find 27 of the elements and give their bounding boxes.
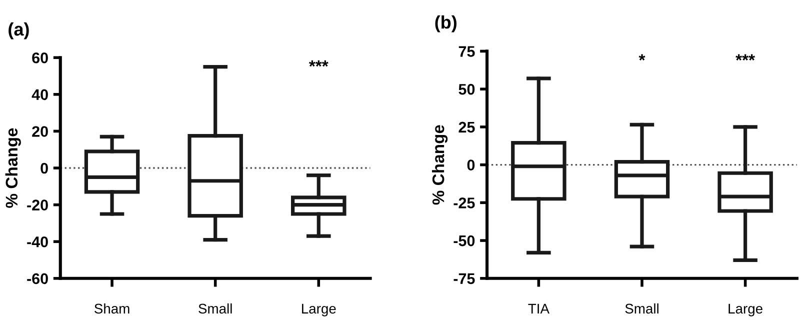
y-tick-label: 60 (32, 52, 48, 64)
y-tick-label: -20 (27, 200, 48, 210)
annotation: *** (308, 60, 328, 67)
chart-title: (a) (8, 22, 29, 40)
x-tick-label: TIA (528, 304, 550, 314)
y-tick-label: -75 (454, 273, 475, 284)
y-tick-label: -40 (27, 236, 48, 248)
y-tick-label: -60 (27, 273, 48, 284)
x-tick-label: Small (198, 303, 232, 314)
annotation: *** (736, 54, 756, 60)
y-tick-label: 20 (32, 126, 48, 137)
y-axis-title: % Change (5, 128, 21, 208)
x-tick-label: Small (625, 303, 658, 314)
chart-title: (b) (435, 15, 456, 32)
x-tick-label: Large (728, 304, 762, 316)
y-tick-label: -50 (454, 235, 475, 246)
x-tick-label: Sham (94, 303, 130, 314)
x-tick-label: Large (302, 304, 336, 316)
y-tick-label: 75 (458, 46, 475, 57)
y-axis-title: % Change (432, 125, 448, 205)
y-tick-label: 25 (458, 122, 475, 133)
annotation: * (638, 54, 646, 60)
y-tick-label: -25 (454, 198, 475, 208)
y-tick-label: 0 (467, 160, 475, 170)
y-tick-label: 0 (40, 162, 48, 174)
y-tick-label: 40 (32, 89, 48, 100)
y-tick-label: 50 (458, 84, 475, 95)
